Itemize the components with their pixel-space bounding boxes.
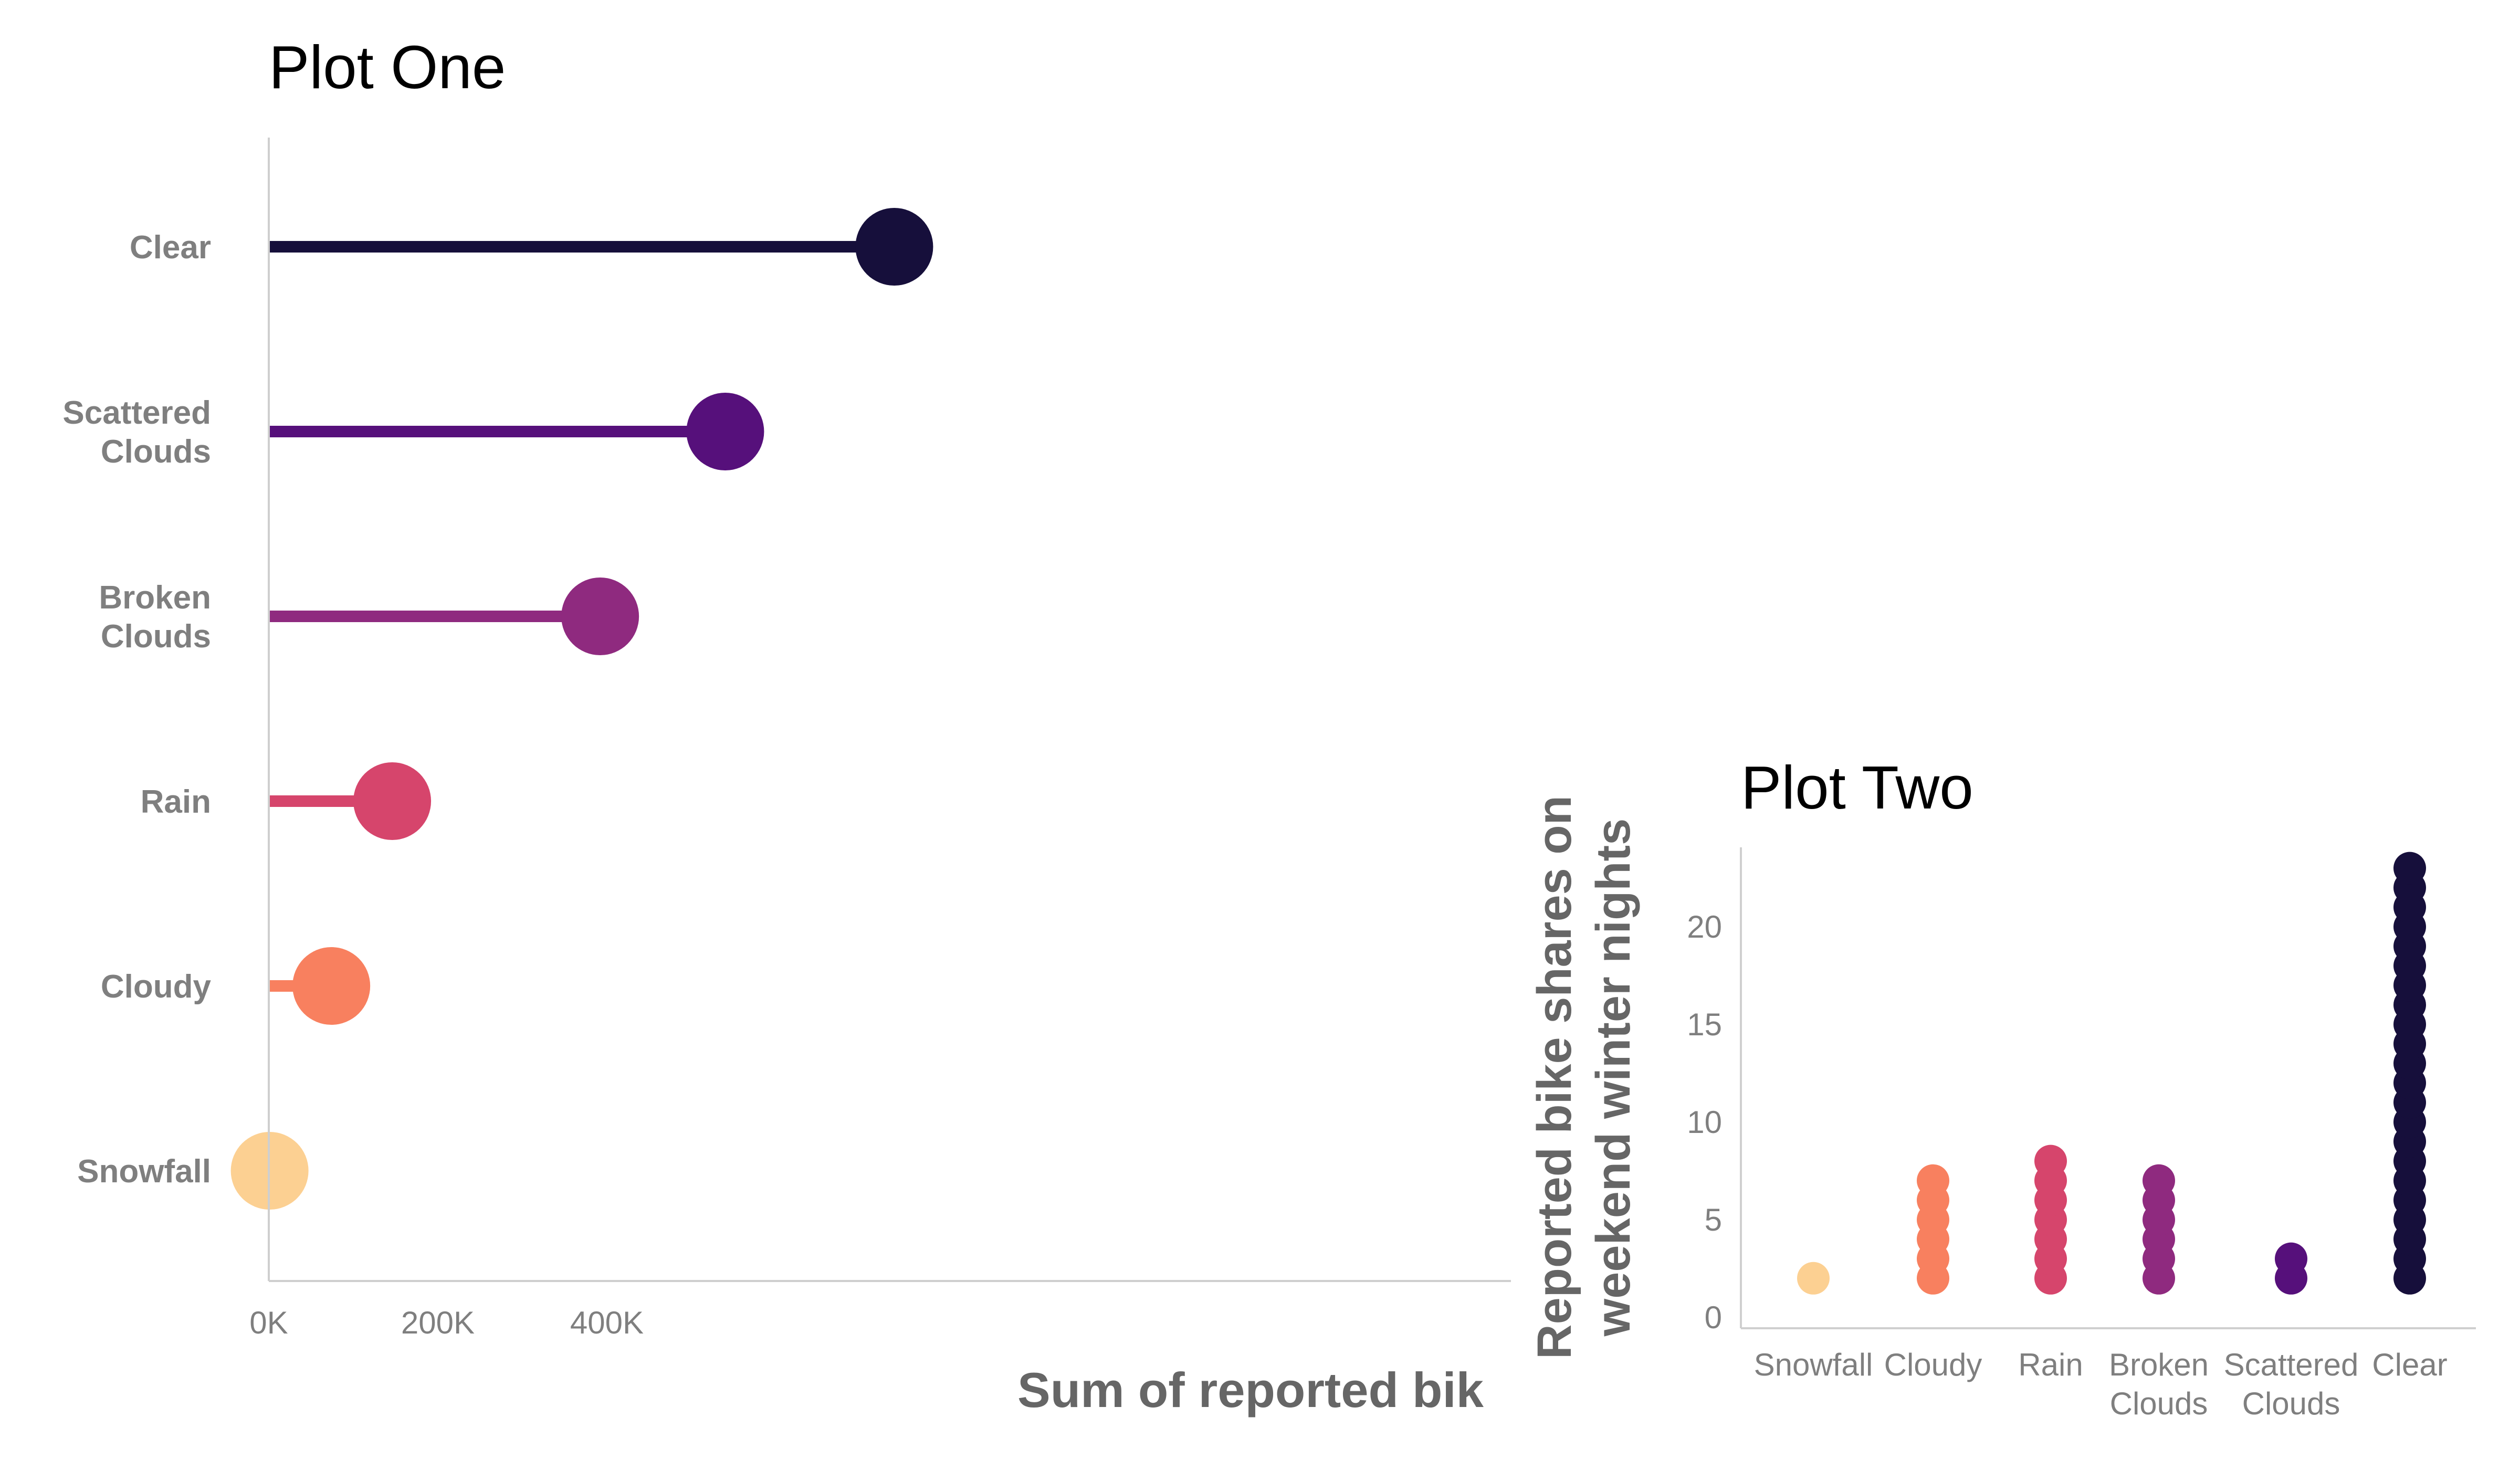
dot-rain xyxy=(2034,1144,2067,1178)
category-label-broken-clouds: Broken xyxy=(2109,1347,2209,1382)
x-tick-label: 400K xyxy=(570,1305,644,1340)
category-label-snowfall: Snowfall xyxy=(77,1153,211,1190)
y-tick-label: 15 xyxy=(1687,1007,1722,1042)
category-label-rain: Rain xyxy=(2018,1347,2083,1382)
plot-two: Plot Two Reported bike shares on weekend … xyxy=(1528,753,2476,1421)
dot-clear xyxy=(2393,852,2426,885)
dot-scattered-clouds xyxy=(2275,1242,2307,1275)
category-label-cloudy: Cloudy xyxy=(1884,1347,1982,1382)
lollipop-dot-scattered-clouds xyxy=(686,393,764,470)
y-tick-label: 10 xyxy=(1687,1105,1722,1140)
plot-two-category-labels: Snowfall Cloudy Rain Broken Clouds Scattered C… xyxy=(1754,1347,2448,1421)
category-label-snowfall: Snowfall xyxy=(1754,1347,1873,1382)
category-label-broken-clouds: Clouds xyxy=(2110,1386,2208,1421)
plot-one-x-axis-label: Sum of reported bik xyxy=(1017,1362,1484,1418)
lollipop-dot-cloudy xyxy=(292,947,371,1025)
plot-two-y-axis-label-line: weekend winter nights xyxy=(1587,818,1640,1337)
plot-one-category-labels: ClearScatteredCloudsBrokenCloudsRainClou… xyxy=(62,229,211,1190)
lollipop-dot-rain xyxy=(353,762,432,840)
plot-one-lollipops xyxy=(230,208,933,1210)
plot-two-title: Plot Two xyxy=(1741,753,1973,822)
category-label-clear: Clear xyxy=(130,229,211,266)
x-tick-label: 0K xyxy=(249,1305,288,1340)
y-tick-label: 5 xyxy=(1705,1202,1722,1237)
plot-two-y-ticks: 0 5 10 15 20 xyxy=(1687,909,1722,1335)
plot-one: Plot One ClearScatteredCloudsBrokenCloud… xyxy=(62,33,1511,1418)
y-tick-label: 20 xyxy=(1687,909,1722,944)
category-label-scattered-clouds: Scattered xyxy=(2224,1347,2359,1382)
dot-cloudy xyxy=(1917,1164,1949,1197)
plot-one-title: Plot One xyxy=(269,33,506,101)
lollipop-dot-clear xyxy=(855,208,933,286)
category-label-broken-clouds: Broken xyxy=(99,580,211,616)
plot-one-x-ticks: 0K 200K 400K xyxy=(249,1305,644,1340)
plot-two-dots xyxy=(1797,852,2426,1295)
category-label-scattered-clouds: Scattered xyxy=(62,395,211,431)
category-label-cloudy: Cloudy xyxy=(101,969,212,1005)
lollipop-dot-broken-clouds xyxy=(561,578,639,655)
dot-broken-clouds xyxy=(2143,1164,2175,1197)
category-label-scattered-clouds: Clouds xyxy=(2242,1386,2340,1421)
x-tick-label: 200K xyxy=(401,1305,475,1340)
dot-snowfall xyxy=(1797,1262,1830,1295)
plot-two-y-axis-label: Reported bike shares on weekend winter ni… xyxy=(1528,795,1640,1359)
plot-two-y-axis-label-line: Reported bike shares on xyxy=(1528,795,1581,1359)
y-tick-label: 0 xyxy=(1705,1300,1722,1335)
category-label-broken-clouds: Clouds xyxy=(101,618,211,655)
category-label-scattered-clouds: Clouds xyxy=(101,434,211,470)
category-label-rain: Rain xyxy=(141,784,211,820)
category-label-clear: Clear xyxy=(2372,1347,2447,1382)
